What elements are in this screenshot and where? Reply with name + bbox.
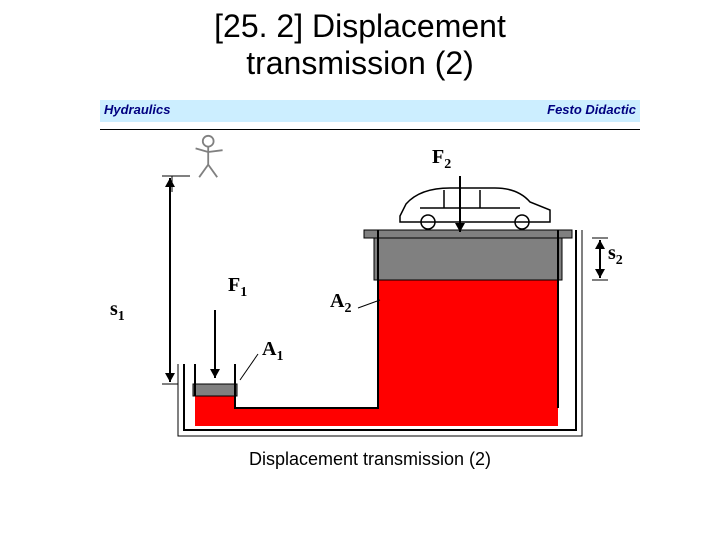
title-line-2: transmission (2) bbox=[246, 45, 474, 81]
slide-title: [25. 2] Displacement transmission (2) bbox=[0, 0, 720, 82]
label-A1: A1 bbox=[262, 338, 283, 365]
banner-underline bbox=[100, 122, 640, 130]
header-banner: Hydraulics Festo Didactic bbox=[100, 100, 640, 122]
label-A2: A2 bbox=[330, 290, 351, 317]
diagram-caption: Displacement transmission (2) bbox=[100, 449, 640, 470]
label-s1: s1 bbox=[110, 298, 125, 325]
hydraulic-diagram: s1 F1 A1 A2 F2 s2 Displacement transmiss… bbox=[100, 130, 640, 470]
label-F1: F1 bbox=[228, 274, 247, 301]
banner-left-text: Hydraulics bbox=[104, 102, 170, 117]
label-s2: s2 bbox=[608, 242, 623, 269]
label-F2: F2 bbox=[432, 146, 451, 173]
title-line-1: [25. 2] Displacement bbox=[214, 8, 506, 44]
banner-right-text: Festo Didactic bbox=[547, 102, 636, 117]
diagram-svg bbox=[100, 130, 640, 440]
